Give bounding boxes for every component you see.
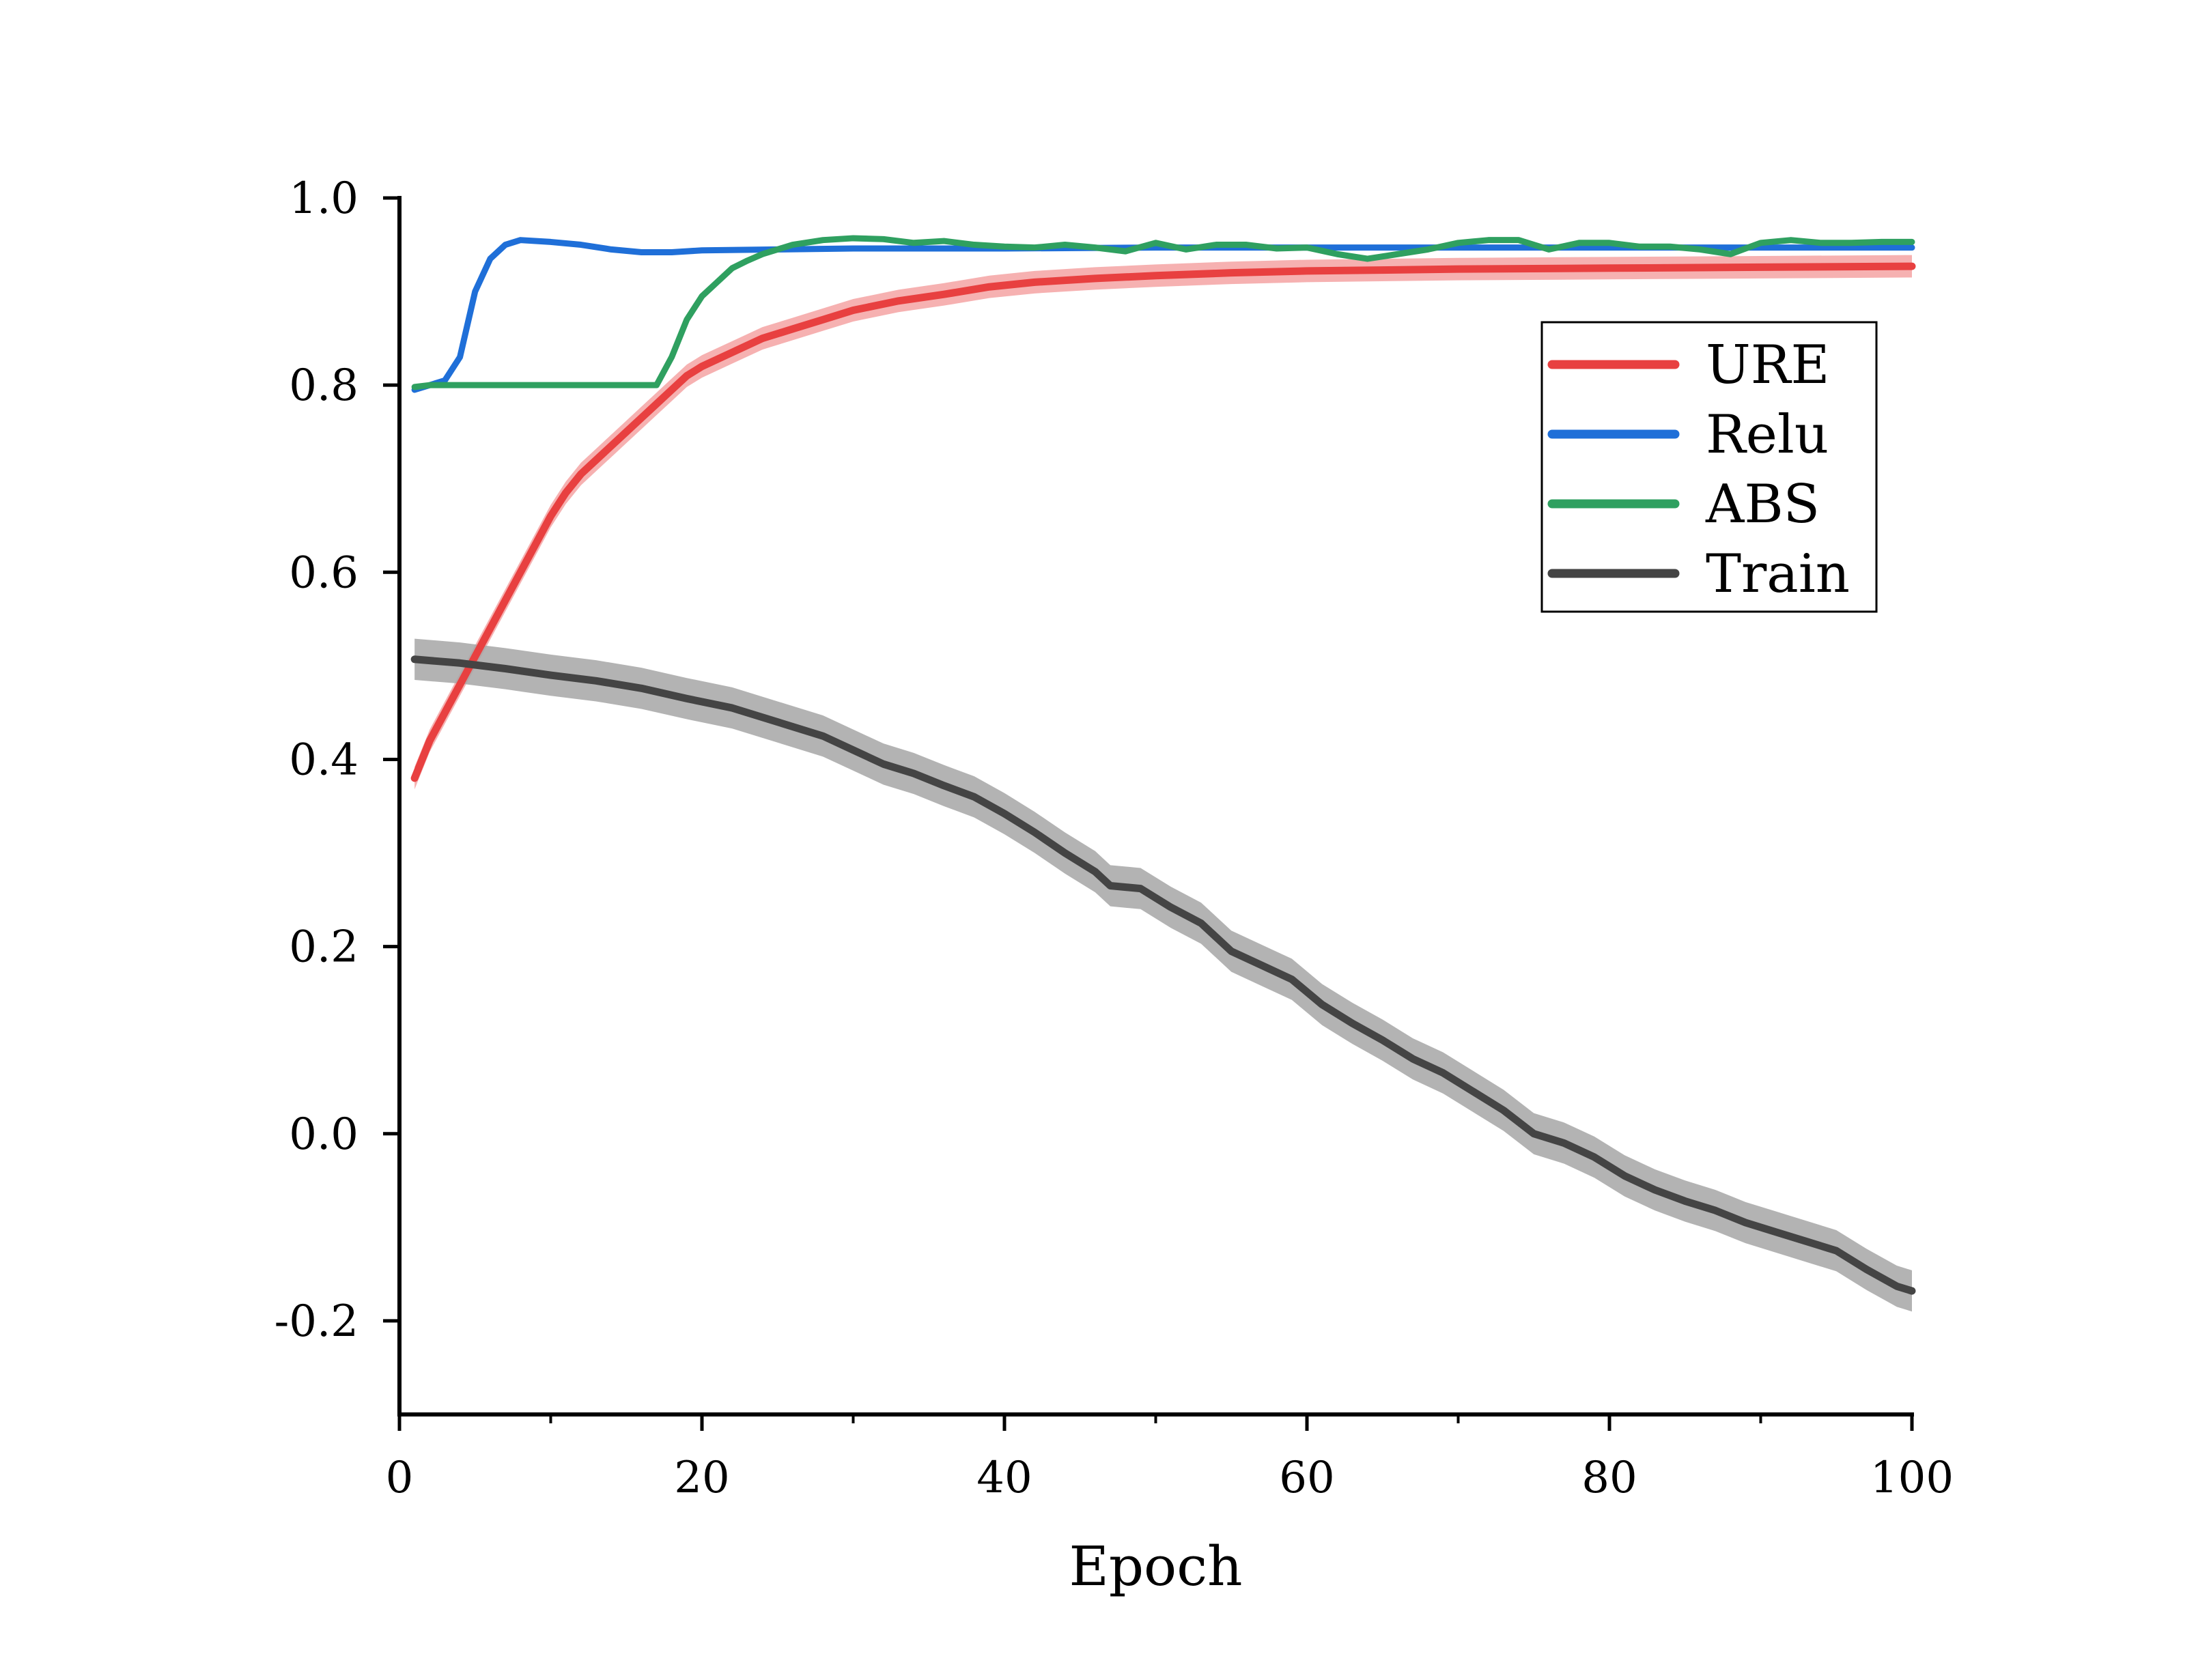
x-tick-label: 60 [1279, 1453, 1334, 1503]
legend-label-relu: Relu [1706, 404, 1829, 466]
x-axis-ticks: 0 20 40 60 80 100 [386, 1414, 1954, 1503]
abs-line [411, 235, 1915, 390]
y-tick-label: 1.0 [289, 173, 358, 224]
y-tick-label: 0.0 [289, 1109, 358, 1160]
y-tick-label: 0.8 [289, 360, 358, 411]
relu-line [411, 237, 1915, 393]
x-tick-label: 100 [1870, 1453, 1954, 1503]
x-axis-title: Epoch [1069, 1535, 1242, 1598]
legend: URE Relu ABS Train [1540, 321, 1878, 613]
series-lines [410, 235, 1916, 1295]
legend-label-abs: ABS [1705, 474, 1820, 535]
axes: 0 20 40 60 80 100 -0.2 0.0 0.2 0.4 0.6 0.8 1.0 [274, 173, 1954, 1503]
x-tick-label: 40 [976, 1453, 1032, 1503]
y-tick-label: -0.2 [274, 1296, 358, 1347]
train-line [410, 655, 1916, 1295]
ure-line [410, 262, 1916, 782]
legend-items: URE Relu ABS Train [1547, 334, 1850, 605]
y-axis-ticks: -0.2 0.0 0.2 0.4 0.6 0.8 1.0 [274, 173, 399, 1347]
y-tick-label: 0.4 [289, 735, 358, 785]
y-tick-label: 0.2 [289, 922, 358, 973]
confidence-bands [414, 255, 1913, 1312]
legend-label-ure: URE [1706, 334, 1829, 396]
x-tick-label: 80 [1581, 1453, 1637, 1503]
x-tick-label: 20 [674, 1453, 729, 1503]
x-tick-label: 0 [386, 1453, 414, 1503]
legend-box [1540, 321, 1878, 613]
y-tick-label: 0.6 [289, 547, 358, 598]
train-band [414, 638, 1913, 1312]
legend-label-train: Train [1706, 543, 1850, 605]
